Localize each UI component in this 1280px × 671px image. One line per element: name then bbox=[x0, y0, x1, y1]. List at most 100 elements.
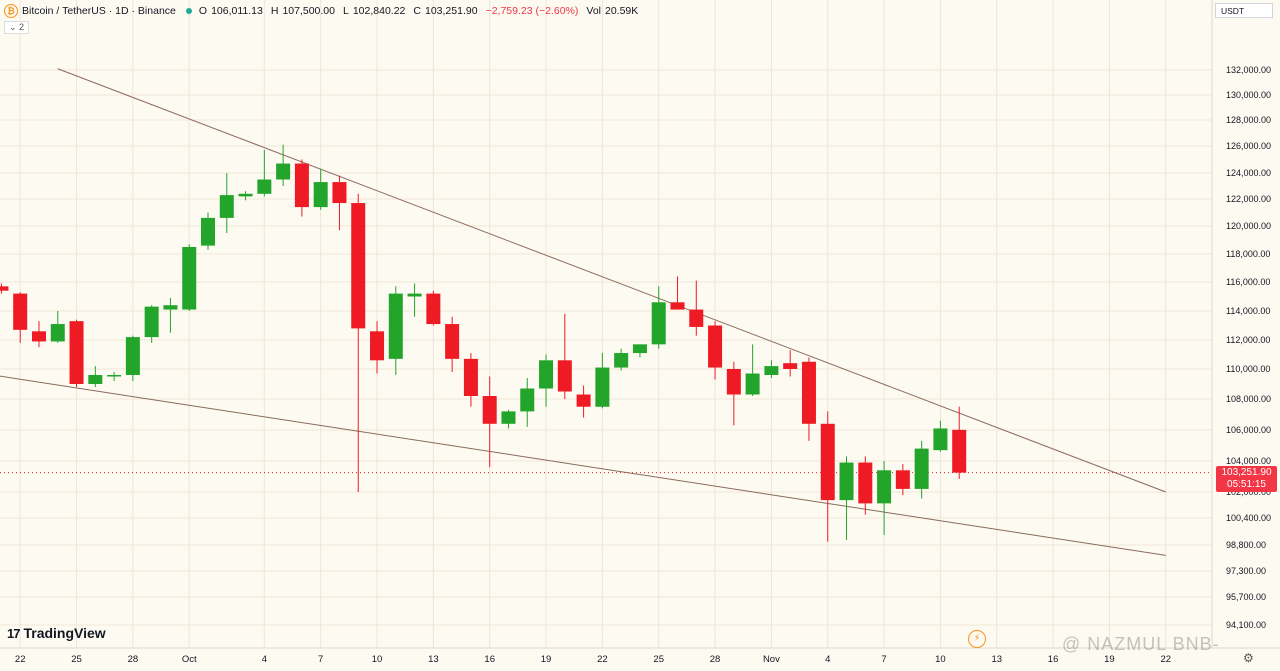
symbol-title[interactable]: Bitcoin / TetherUS · 1D · Binance bbox=[22, 5, 176, 17]
candle-body-up bbox=[257, 179, 272, 194]
settings-gear-icon[interactable]: ⚙ bbox=[1243, 651, 1254, 665]
candle-body-up bbox=[595, 367, 610, 407]
candle-body-up bbox=[877, 470, 892, 504]
candle-body-up bbox=[407, 293, 422, 297]
y-tick-label: 124,000.00 bbox=[1226, 168, 1271, 178]
volume-value: 20.59K bbox=[605, 5, 639, 17]
x-tick-label: 25 bbox=[653, 654, 664, 665]
bitcoin-logo-icon: ₿ bbox=[4, 4, 18, 18]
y-tick-label: 98,800.00 bbox=[1226, 540, 1266, 550]
x-tick-label: 4 bbox=[825, 654, 830, 665]
candle-body-up bbox=[839, 462, 854, 501]
open-value: 106,011.13 bbox=[211, 5, 263, 17]
x-tick-label: 28 bbox=[128, 654, 139, 665]
candle-body-down bbox=[557, 360, 572, 392]
y-tick-label: 108,000.00 bbox=[1226, 394, 1271, 404]
candle-body-down bbox=[858, 462, 873, 504]
x-tick-label: 19 bbox=[1104, 654, 1115, 665]
x-tick-label: 28 bbox=[710, 654, 721, 665]
candle-body-up bbox=[276, 163, 291, 180]
low-label: L bbox=[343, 5, 349, 17]
x-tick-label: 13 bbox=[991, 654, 1002, 665]
candle-body-down bbox=[69, 321, 84, 384]
x-tick-label: 16 bbox=[1048, 654, 1059, 665]
candle-body-up bbox=[182, 247, 197, 310]
candle-body-up bbox=[388, 293, 403, 359]
candle-body-up bbox=[163, 305, 178, 310]
y-tick-label: 122,000.00 bbox=[1226, 194, 1271, 204]
candle-body-up bbox=[501, 411, 516, 424]
candle-body-up bbox=[520, 388, 535, 412]
high-value: 107,500.00 bbox=[282, 5, 335, 17]
x-tick-label: 13 bbox=[428, 654, 439, 665]
volume-label: Vol bbox=[586, 5, 601, 17]
y-tick-label: 120,000.00 bbox=[1226, 221, 1271, 231]
candle-body-up bbox=[219, 195, 234, 218]
candle-body-down bbox=[708, 325, 723, 368]
candle-body-up bbox=[144, 306, 159, 338]
collapse-indicators-button[interactable]: ⌄ 2 bbox=[4, 21, 30, 34]
candle-body-down bbox=[820, 423, 835, 501]
currency-selector[interactable]: USDT bbox=[1215, 3, 1273, 18]
close-label: C bbox=[413, 5, 421, 17]
y-tick-label: 116,000.00 bbox=[1226, 277, 1270, 287]
candle-body-down bbox=[482, 396, 497, 424]
high-label: H bbox=[270, 5, 279, 17]
y-tick-label: 94,100.00 bbox=[1226, 620, 1266, 630]
x-tick-label: 16 bbox=[484, 654, 495, 665]
candle-body-up bbox=[614, 353, 629, 368]
close-value: 103,251.90 bbox=[425, 5, 478, 17]
candle-body-up bbox=[50, 324, 65, 342]
candle-body-down bbox=[332, 182, 347, 204]
trendline bbox=[57, 68, 1166, 493]
y-tick-label: 132,000.00 bbox=[1226, 65, 1271, 75]
y-tick-label: 130,000.00 bbox=[1226, 90, 1271, 100]
x-tick-label: 25 bbox=[71, 654, 82, 665]
current-price-value: 103,251.90 bbox=[1221, 467, 1272, 478]
candle-body-down bbox=[445, 324, 460, 359]
y-tick-label: 95,700.00 bbox=[1226, 592, 1266, 602]
candle-body-down bbox=[783, 363, 798, 369]
candle-body-down bbox=[463, 358, 478, 396]
y-tick-label: 110,000.00 bbox=[1226, 364, 1270, 374]
candle-body-down bbox=[294, 163, 309, 208]
watermark-text: NAZMUL BNB- bbox=[1087, 634, 1220, 654]
lightning-icon[interactable]: ⚡ bbox=[968, 630, 986, 648]
bar-countdown: 05:51:15 bbox=[1227, 479, 1266, 490]
tradingview-mark-icon: 17 bbox=[7, 625, 21, 641]
y-tick-label: 126,000.00 bbox=[1226, 141, 1271, 151]
y-tick-label: 114,000.00 bbox=[1226, 306, 1270, 316]
y-tick-label: 104,000.00 bbox=[1226, 456, 1271, 466]
open-label: O bbox=[198, 5, 208, 17]
x-tick-label: 10 bbox=[935, 654, 946, 665]
y-tick-label: 106,000.00 bbox=[1226, 425, 1271, 435]
y-tick-label: 128,000.00 bbox=[1226, 115, 1271, 125]
low-value: 102,840.22 bbox=[352, 5, 406, 17]
candle-body-down bbox=[576, 394, 591, 407]
x-tick-label: 19 bbox=[541, 654, 552, 665]
x-tick-label: 7 bbox=[881, 654, 886, 665]
candle-body-down bbox=[13, 293, 28, 330]
trendline bbox=[0, 375, 1166, 556]
tradingview-logo[interactable]: 17 TradingView bbox=[7, 625, 106, 641]
candle-body-up bbox=[238, 193, 253, 197]
x-tick-label: 22 bbox=[1160, 654, 1171, 665]
change-value: −2,759.23 (−2.60%) bbox=[485, 5, 579, 17]
candle-body-up bbox=[201, 217, 215, 246]
candle-body-up bbox=[107, 375, 122, 377]
y-tick-label: 112,000.00 bbox=[1226, 335, 1270, 345]
market-status-icon bbox=[185, 8, 192, 14]
x-tick-label: 22 bbox=[597, 654, 608, 665]
symbol-header: ₿ Bitcoin / TetherUS · 1D · Binance O 106… bbox=[4, 4, 642, 18]
x-tick-label: 10 bbox=[372, 654, 383, 665]
candle-body-up bbox=[632, 344, 647, 354]
candle-body-up bbox=[933, 428, 948, 451]
watermark: @ NAZMUL BNB- bbox=[1062, 634, 1220, 654]
y-tick-label: 118,000.00 bbox=[1226, 249, 1270, 259]
candle-body-up bbox=[125, 337, 140, 375]
candle-body-up bbox=[651, 302, 666, 345]
x-tick-label: 7 bbox=[318, 654, 323, 665]
candle-body-up bbox=[764, 366, 779, 375]
x-tick-label: 22 bbox=[15, 654, 26, 665]
